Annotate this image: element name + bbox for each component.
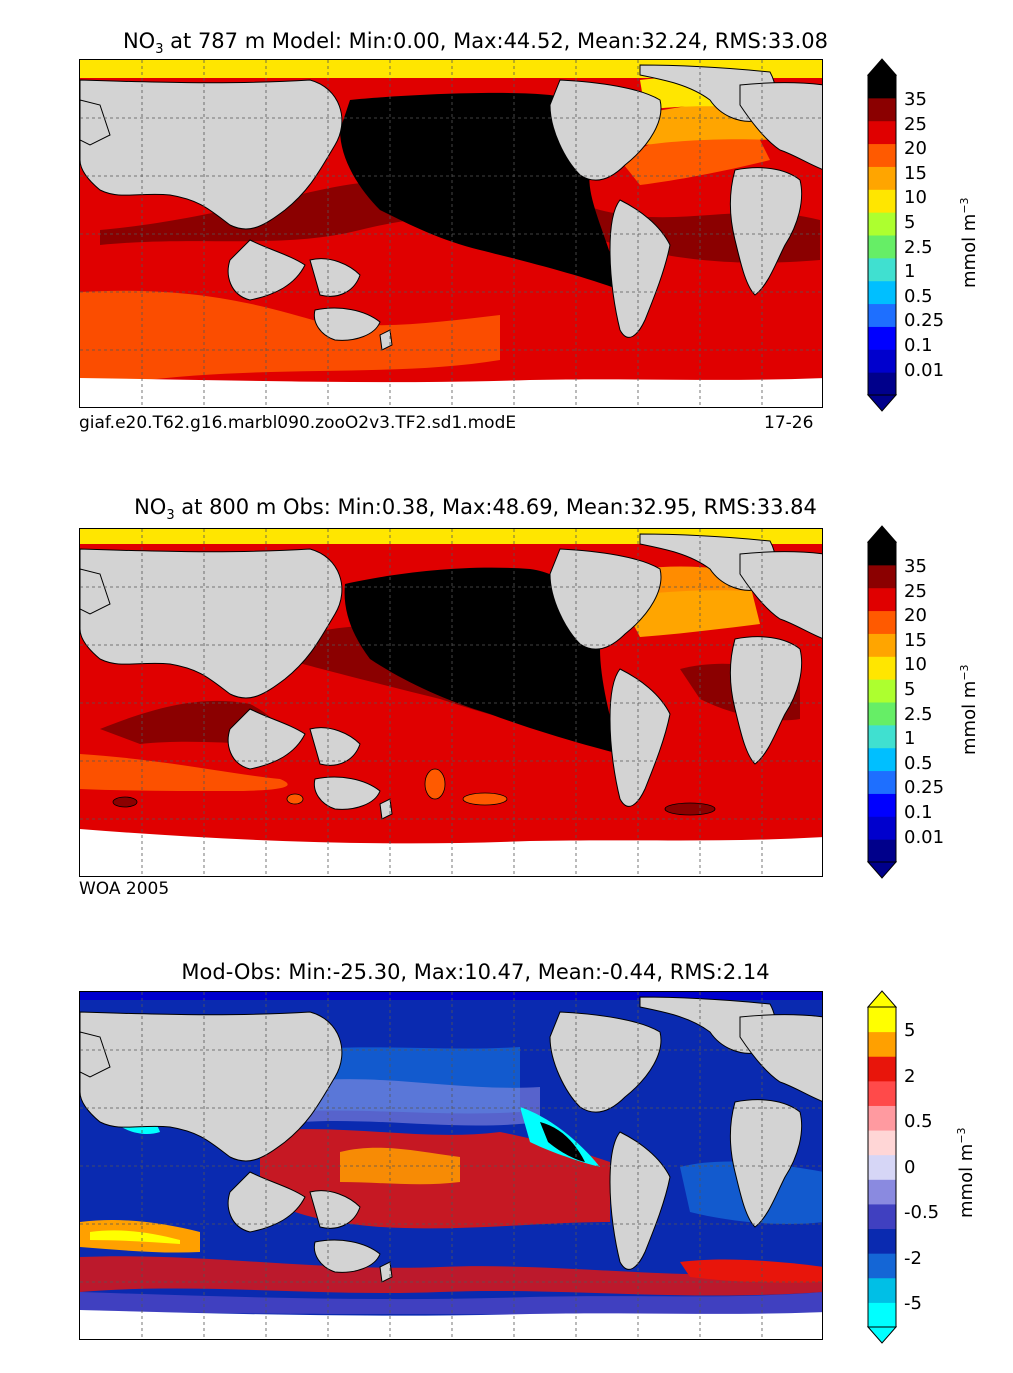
- colorbar-tick-label: 10: [904, 654, 927, 676]
- model-map-canvas: [80, 60, 822, 407]
- obs-map-title: NO3 at 800 m Obs: Min:0.38, Max:48.69, M…: [134, 495, 817, 524]
- colorbar-tick-label: 0.5: [904, 1111, 933, 1132]
- model-colorbar-unit: mmol m−3: [958, 197, 980, 288]
- colorbar-extend-max: [866, 990, 898, 1008]
- colorbar-tick-label: 15: [904, 162, 927, 184]
- colorbar-tick-label: 0.01: [904, 359, 945, 381]
- diff-colorbar-unit: mmol m−3: [955, 1127, 977, 1218]
- colorbar-segment: [868, 97, 896, 122]
- colorbar-segment: [868, 372, 896, 396]
- obs-map: [79, 528, 823, 877]
- colorbar-segment: [868, 257, 896, 282]
- colorbar-tick-label: 5: [904, 679, 916, 700]
- model-case-name: giaf.e20.T62.g16.marbl090.zooO2v3.TF2.sd…: [79, 413, 517, 433]
- model-map-title: NO3 at 787 m Model: Min:0.00, Max:44.52,…: [122, 29, 829, 58]
- colorbar-segment: [868, 633, 896, 657]
- colorbar-tick-label: 1: [904, 261, 916, 283]
- obs-map-canvas: [80, 529, 822, 876]
- obs-colorbar-unit: mmol m−3: [958, 664, 980, 755]
- colorbar-segment: [868, 542, 896, 566]
- colorbar-segment: [868, 1179, 896, 1205]
- model-map: [79, 59, 823, 408]
- colorbar-tick-label: 25: [904, 113, 927, 135]
- colorbar-tick-label: 0.1: [904, 335, 933, 356]
- colorbar-tick-label: -0.5: [904, 1202, 940, 1223]
- colorbar-tick-label: 2.5: [904, 703, 933, 725]
- colorbar-tick-label: 2.5: [904, 236, 933, 258]
- colorbar-tick-label: -5: [904, 1293, 922, 1314]
- colorbar-segment: [868, 1154, 896, 1180]
- colorbar-tick-label: 0: [904, 1156, 916, 1178]
- colorbar-segment: [868, 1007, 896, 1033]
- colorbar-tick-label: 20: [904, 138, 927, 160]
- colorbar-segment: [868, 349, 896, 373]
- colorbar-tick-label: 0.01: [904, 826, 945, 848]
- colorbar-tick-label: 20: [904, 605, 927, 627]
- colorbar-tick-label: 10: [904, 187, 927, 209]
- colorbar-extend-max: [866, 525, 898, 543]
- colorbar-segment: [868, 793, 896, 817]
- colorbar-segment: [868, 1105, 896, 1131]
- colorbar-segment: [868, 1203, 896, 1230]
- colorbar-tick-label: 35: [904, 556, 927, 577]
- obs-colorbar: [866, 525, 898, 879]
- colorbar-segment: [868, 839, 896, 863]
- colorbar-segment: [868, 770, 896, 794]
- diff-map: [79, 991, 823, 1340]
- colorbar-segment: [868, 120, 896, 145]
- colorbar-tick-label: 0.5: [904, 285, 933, 307]
- colorbar-segment: [868, 1277, 896, 1303]
- colorbar-segment: [868, 303, 896, 327]
- colorbar-extend-max: [866, 58, 898, 76]
- colorbar-segment: [868, 724, 896, 749]
- colorbar-segment: [868, 143, 896, 167]
- colorbar-tick-label: 35: [904, 89, 927, 110]
- obs-dataset-name: WOA 2005: [79, 879, 170, 899]
- colorbar-extend-min: [866, 1326, 898, 1344]
- colorbar-segment: [868, 1228, 896, 1254]
- colorbar-segment: [868, 1080, 896, 1106]
- colorbar-tick-label: 2: [904, 1065, 916, 1087]
- colorbar-segment: [868, 656, 896, 680]
- colorbar-segment: [868, 166, 896, 190]
- colorbar-segment: [868, 75, 896, 99]
- diff-map-canvas: [80, 992, 822, 1339]
- colorbar-tick-label: 0.1: [904, 802, 933, 823]
- colorbar-segment: [868, 816, 896, 840]
- diff-colorbar: [866, 990, 898, 1344]
- colorbar-tick-label: -2: [904, 1247, 922, 1269]
- colorbar-segment: [868, 1031, 896, 1057]
- colorbar-tick-label: 5: [904, 1020, 916, 1041]
- colorbar-tick-label: 15: [904, 629, 927, 651]
- colorbar-segment: [868, 326, 896, 350]
- colorbar-segment: [868, 587, 896, 612]
- colorbar-segment: [868, 1302, 896, 1328]
- colorbar-tick-label: 0.25: [904, 310, 945, 332]
- colorbar-extend-min: [866, 394, 898, 412]
- colorbar-segment: [868, 564, 896, 589]
- diff-map-title: Mod-Obs: Min:-25.30, Max:10.47, Mean:-0.…: [181, 960, 770, 984]
- colorbar-tick-label: 0.25: [904, 777, 945, 799]
- colorbar-segment: [868, 1130, 896, 1156]
- colorbar-segment: [868, 702, 896, 726]
- colorbar-segment: [868, 747, 896, 772]
- colorbar-segment: [868, 235, 896, 259]
- colorbar-tick-label: 1: [904, 728, 916, 750]
- colorbar-tick-label: 5: [904, 212, 916, 233]
- colorbar-segment: [868, 280, 896, 305]
- model-colorbar: [866, 58, 898, 412]
- colorbar-segment: [868, 212, 896, 236]
- colorbar-frame: [867, 74, 897, 396]
- colorbar-frame: [867, 1006, 897, 1328]
- colorbar-segment: [868, 679, 896, 703]
- colorbar-tick-label: 25: [904, 580, 927, 602]
- colorbar-segment: [868, 189, 896, 213]
- colorbar-extend-min: [866, 861, 898, 879]
- colorbar-frame: [867, 541, 897, 863]
- colorbar-segment: [868, 1253, 896, 1279]
- colorbar-segment: [868, 610, 896, 634]
- colorbar-tick-label: 0.5: [904, 752, 933, 774]
- colorbar-segment: [868, 1056, 896, 1082]
- model-year-range: 17-26: [764, 413, 814, 433]
